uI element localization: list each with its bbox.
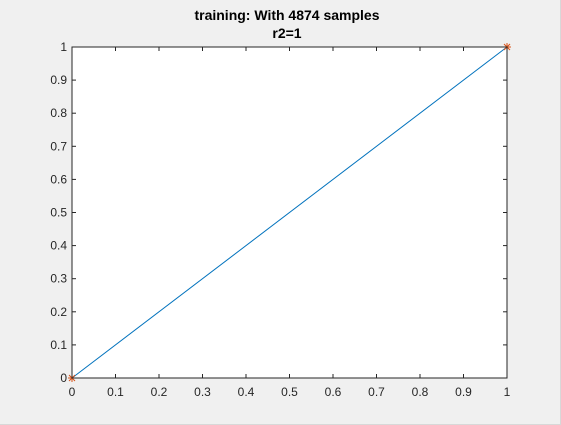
y-tick-label: 0.9 <box>50 73 67 87</box>
x-tick-label: 0.8 <box>412 385 429 399</box>
x-tick-label: 0.5 <box>281 385 298 399</box>
y-tick-label: 0.5 <box>50 206 67 220</box>
x-tick-label: 0.2 <box>151 385 168 399</box>
x-tick-label: 0.4 <box>238 385 255 399</box>
x-tick-label: 1 <box>504 385 511 399</box>
series-line <box>71 46 508 379</box>
x-tick-label: 0.9 <box>455 385 472 399</box>
y-tick-label: 0.7 <box>50 139 67 153</box>
x-tick-label: 0.6 <box>325 385 342 399</box>
y-tick-label: 0 <box>60 371 67 385</box>
y-tick-label: 0.1 <box>50 338 67 352</box>
chart-title-line2: r2=1 <box>272 25 301 41</box>
chart-title-line1: training: With 4874 samples <box>194 7 379 23</box>
y-tick-label: 0.4 <box>50 239 67 253</box>
x-tick-label: 0.3 <box>194 385 211 399</box>
x-tick-label: 0.1 <box>107 385 124 399</box>
x-tick-label: 0.7 <box>368 385 385 399</box>
y-tick-label: 0.3 <box>50 272 67 286</box>
y-tick-label: 0.2 <box>50 305 67 319</box>
y-tick-label: 0.6 <box>50 172 67 186</box>
y-tick-label: 1 <box>60 40 67 54</box>
tick-layer: 0 0.1 0.2 0.3 0.4 0.5 0.6 0.7 0.8 0.9 1 0 0.1 0.2 0.3 0… <box>50 40 510 399</box>
x-tick-label: 0 <box>69 385 76 399</box>
y-tick-label: 0.8 <box>50 106 67 120</box>
